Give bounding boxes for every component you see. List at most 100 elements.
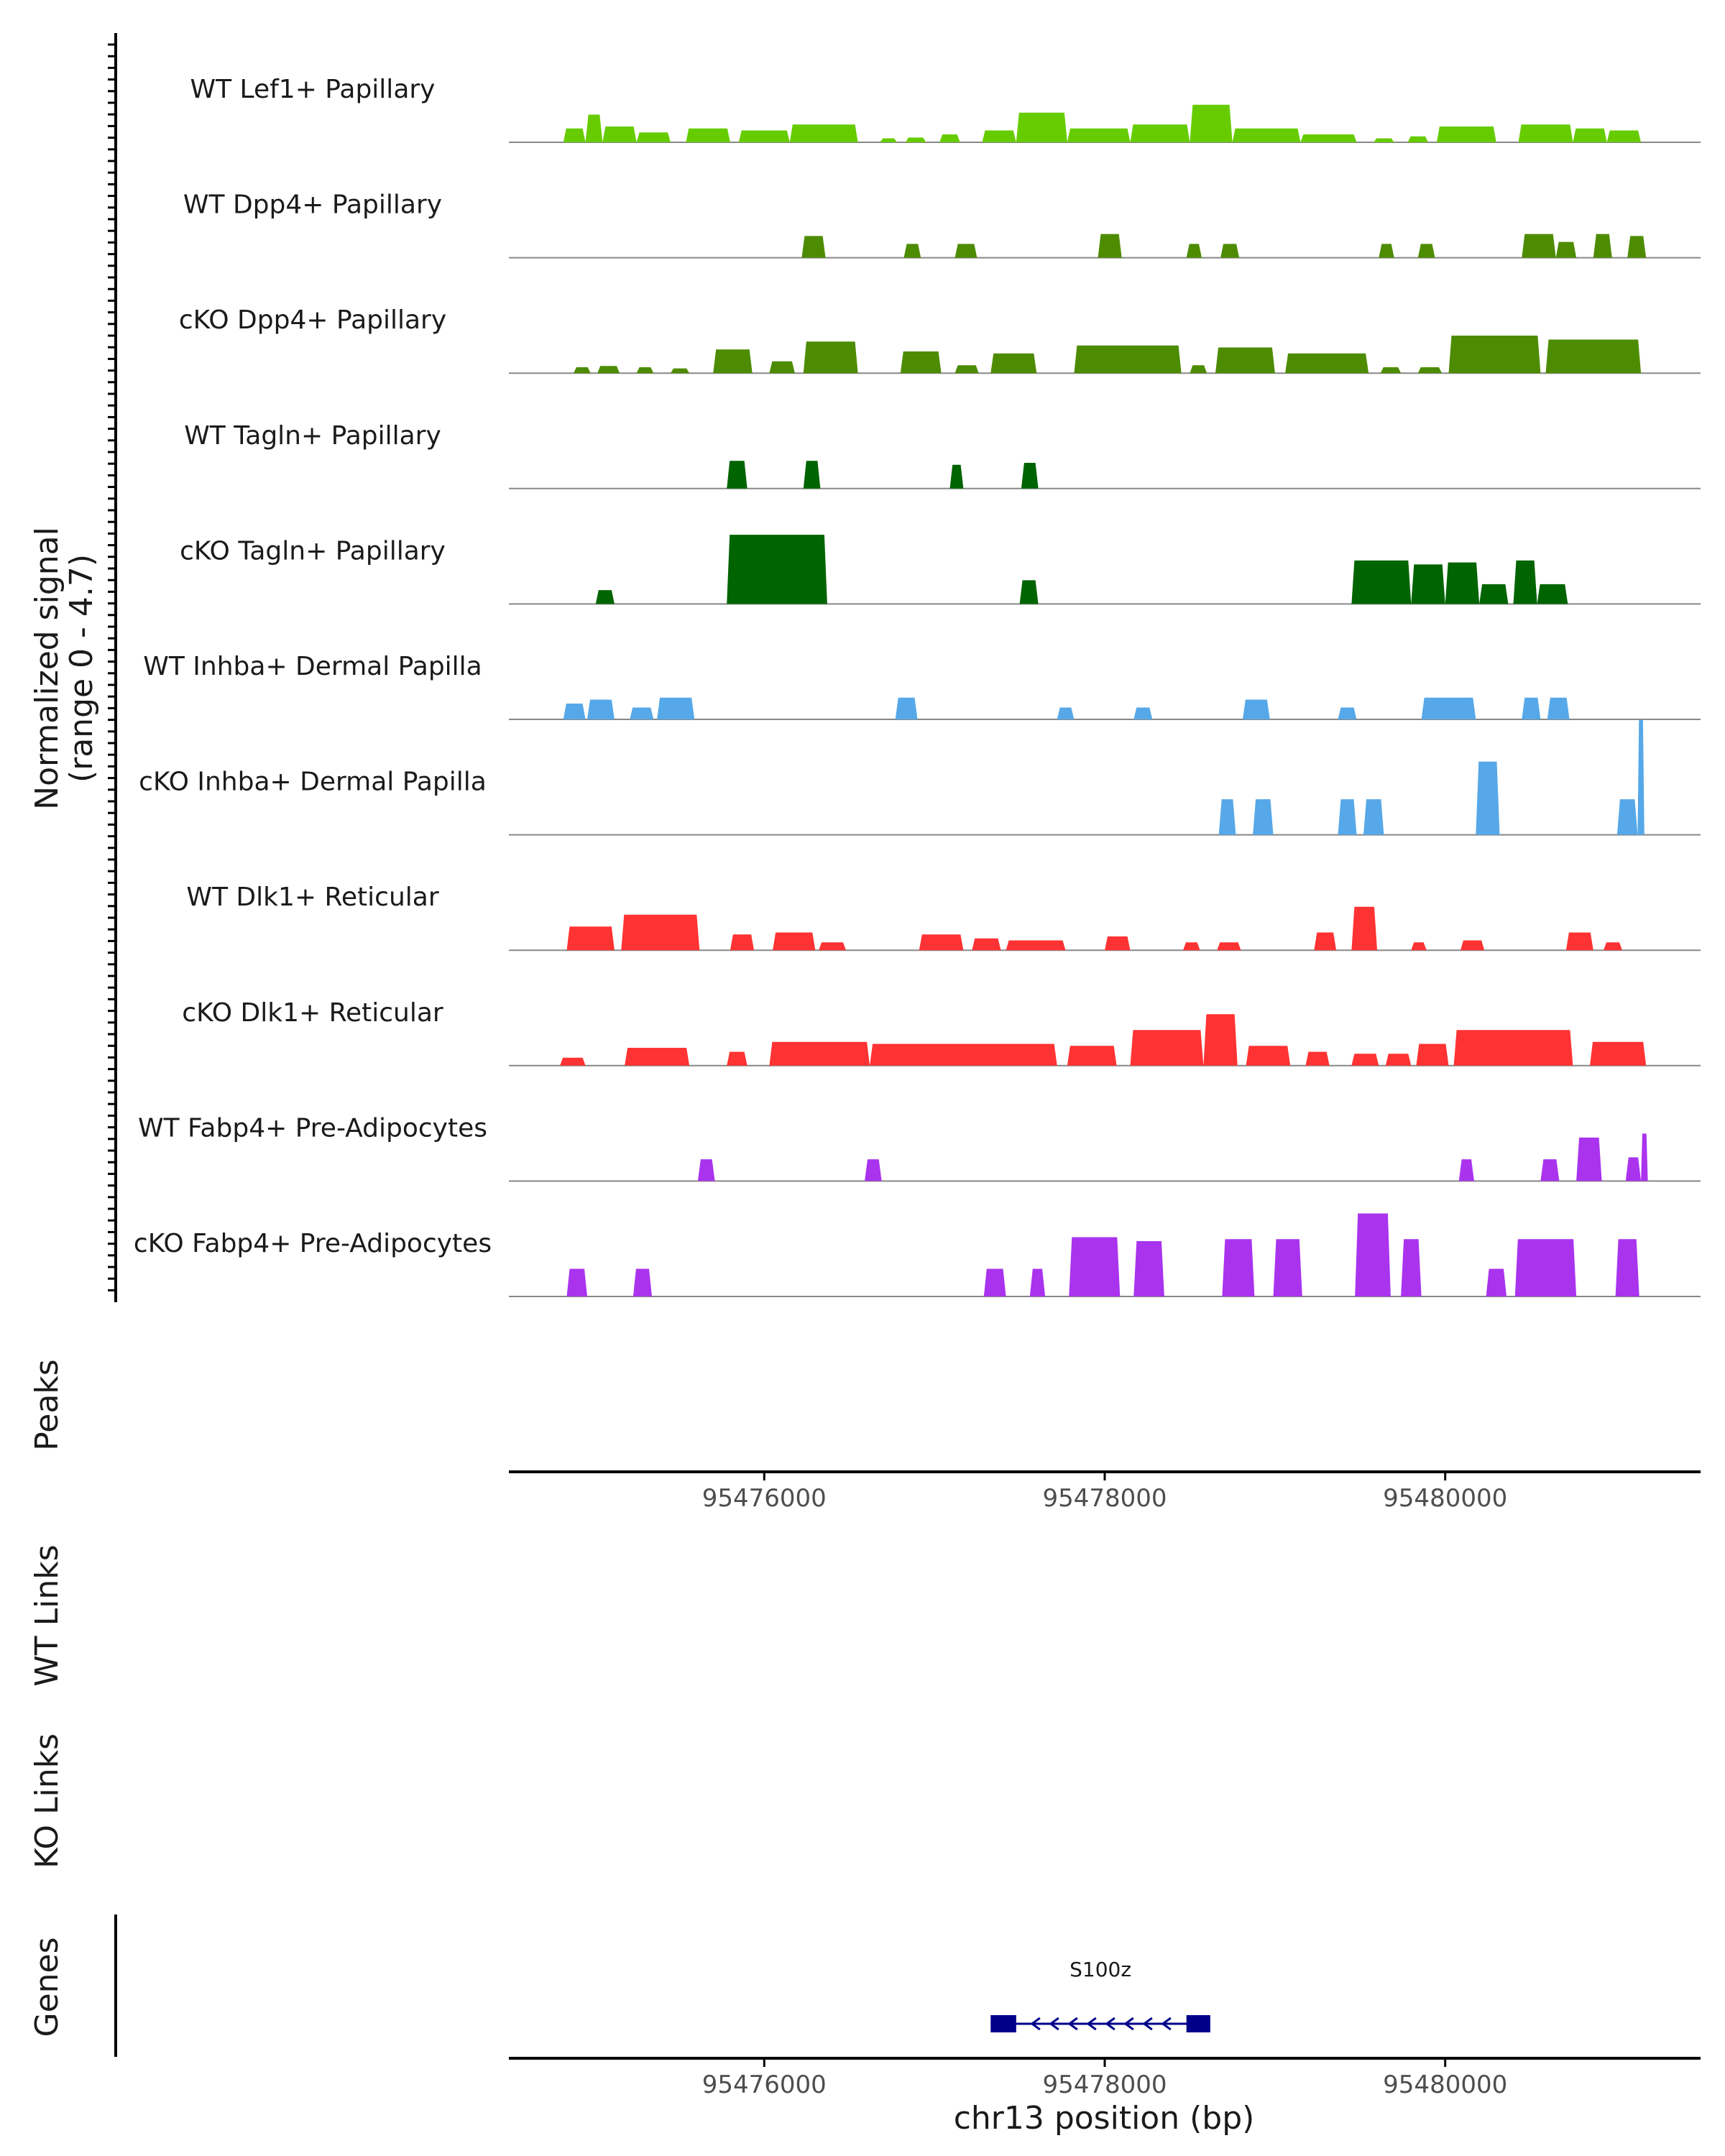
coverage-peak (566, 1268, 587, 1296)
coverage-peak (1130, 1030, 1204, 1066)
track-cko-tagln-papillary: cKO Tagln+ Papillary (180, 535, 1701, 605)
track-label: WT Lef1+ Papillary (190, 75, 436, 104)
track-label: WT Dlk1+ Reticular (186, 883, 438, 912)
coverage-peak (789, 124, 858, 142)
coverage-peak (1203, 1014, 1238, 1066)
coverage-peak (919, 934, 964, 951)
coverage-peak (1338, 799, 1357, 835)
coverage-peak (1130, 124, 1190, 142)
coverage-peak (1363, 799, 1384, 835)
coverage-peak (595, 590, 615, 604)
coverage-peak (1416, 1044, 1449, 1066)
coverage-peak (1421, 697, 1476, 719)
coverage-peak (636, 132, 671, 142)
coverage-peak (1220, 244, 1240, 258)
coverage-peak (1411, 564, 1445, 604)
coverage-peak (803, 461, 821, 489)
coverage-peak (1537, 584, 1568, 604)
track-wt-inhba-dermal-papilla: WT Inhba+ Dermal Papilla (143, 652, 1701, 720)
coverage-peak (1133, 1241, 1164, 1296)
peaks-label: Peaks (29, 1359, 65, 1450)
strand-arrow-icon (1086, 2017, 1097, 2031)
coverage-peak (1407, 136, 1428, 142)
track-label: WT Tagln+ Papillary (184, 421, 441, 451)
coverage-peak (1067, 128, 1131, 142)
coverage-peak (1385, 1054, 1412, 1066)
x-tick-label: 95480000 (1383, 2070, 1507, 2099)
coverage-peak (1573, 128, 1607, 142)
coverage-peak (625, 1048, 690, 1066)
coverage-peak (895, 697, 918, 719)
signal-y-range-label: (range 0 - 4.7) (63, 554, 100, 783)
coverage-peak (563, 128, 586, 142)
coverage-peak (990, 353, 1037, 374)
coverage-peak (1355, 1213, 1391, 1296)
coverage-peak (1604, 942, 1622, 951)
coverage-peak (1436, 126, 1496, 142)
coverage-peak (1417, 244, 1435, 258)
coverage-peak (1540, 1159, 1560, 1181)
coverage-peak (1576, 1137, 1602, 1181)
coverage-peak (1190, 104, 1233, 142)
coverage-peak (982, 130, 1016, 142)
coverage-peak (1305, 1051, 1330, 1066)
strand-arrow-icon (1161, 2017, 1172, 2031)
coverage-peak (1351, 1054, 1379, 1066)
x-tick-label: 95478000 (1042, 1484, 1167, 1513)
track-wt-lef1-papillary: WT Lef1+ Papillary (190, 75, 1701, 143)
coverage-peak (1522, 234, 1556, 258)
coverage-peak (727, 461, 748, 489)
coverage-peak (597, 366, 620, 374)
coverage-peak (1616, 799, 1638, 835)
coverage-peak (563, 704, 586, 719)
coverage-peak (972, 938, 1001, 951)
coverage-peak (1183, 942, 1200, 951)
coverage-peak (1555, 241, 1577, 258)
coverage-peak (1448, 336, 1541, 374)
strand-arrow-icon (1049, 2017, 1059, 2031)
coverage-peak (1486, 1268, 1506, 1296)
coverage-peak (1518, 124, 1573, 142)
coverage-peak (983, 1268, 1006, 1296)
strand-arrow-icon (1030, 2017, 1041, 2031)
coverage-peak (870, 1044, 1057, 1066)
coverage-peak (727, 535, 827, 604)
coverage-peak (621, 914, 700, 951)
coverage-peak (903, 244, 921, 258)
coverage-peak (1514, 1239, 1577, 1296)
strand-arrow-icon (1067, 2017, 1078, 2031)
coverage-peak (949, 464, 964, 489)
coverage-peak (1351, 560, 1412, 604)
strand-arrow-icon (1142, 2017, 1153, 2031)
x-axis-ticks: 95476000 95478000 95480000 (702, 2058, 1507, 2099)
coverage-peak (880, 138, 897, 142)
coverage-peak (954, 244, 978, 258)
coverage-peak (574, 367, 591, 374)
coverage-peak (738, 130, 790, 142)
coverage-peak (1300, 134, 1357, 142)
gene-track: S100z (990, 1958, 1210, 2032)
strand-arrow-icon (1105, 2017, 1116, 2031)
track-label: cKO Tagln+ Papillary (180, 536, 446, 566)
x-tick-label: 95480000 (1383, 1484, 1507, 1513)
coverage-peak (1590, 1041, 1647, 1066)
coverage-peak (1351, 906, 1377, 951)
coverage-peak (585, 114, 603, 142)
coverage-peak (587, 699, 615, 719)
signal-y-label: Normalized signal (29, 527, 65, 810)
coverage-peak (1522, 697, 1541, 719)
coverage-peak (657, 697, 695, 719)
coverage-peak (954, 365, 979, 374)
coverage-peak (1186, 244, 1202, 258)
coverage-peak (1458, 1159, 1474, 1181)
gene-exon (990, 2015, 1016, 2032)
coverage-peak (1314, 932, 1337, 951)
coverage-peak (1098, 234, 1122, 258)
track-cko-inhba-dermal-papilla: cKO Inhba+ Dermal Papilla (139, 720, 1701, 836)
coverage-peak (905, 137, 926, 142)
coverage-peak (1016, 112, 1067, 142)
coverage-peak (1029, 1268, 1046, 1296)
coverage-peak (1253, 799, 1274, 835)
track-label: WT Inhba+ Dermal Papilla (143, 652, 482, 681)
coverage-peak (1105, 936, 1131, 951)
